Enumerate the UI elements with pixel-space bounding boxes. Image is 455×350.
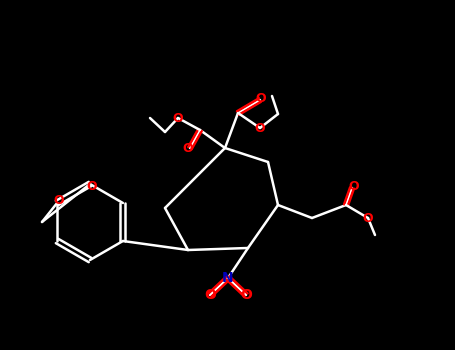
Text: O: O [363,211,373,224]
Text: O: O [240,288,252,302]
Text: O: O [204,288,216,302]
Text: O: O [256,91,266,105]
Text: O: O [349,181,359,194]
Text: O: O [183,142,193,155]
Text: O: O [173,112,183,125]
Text: N: N [222,271,234,285]
Text: O: O [255,121,265,134]
Text: O: O [87,180,97,193]
Text: O: O [54,195,65,208]
